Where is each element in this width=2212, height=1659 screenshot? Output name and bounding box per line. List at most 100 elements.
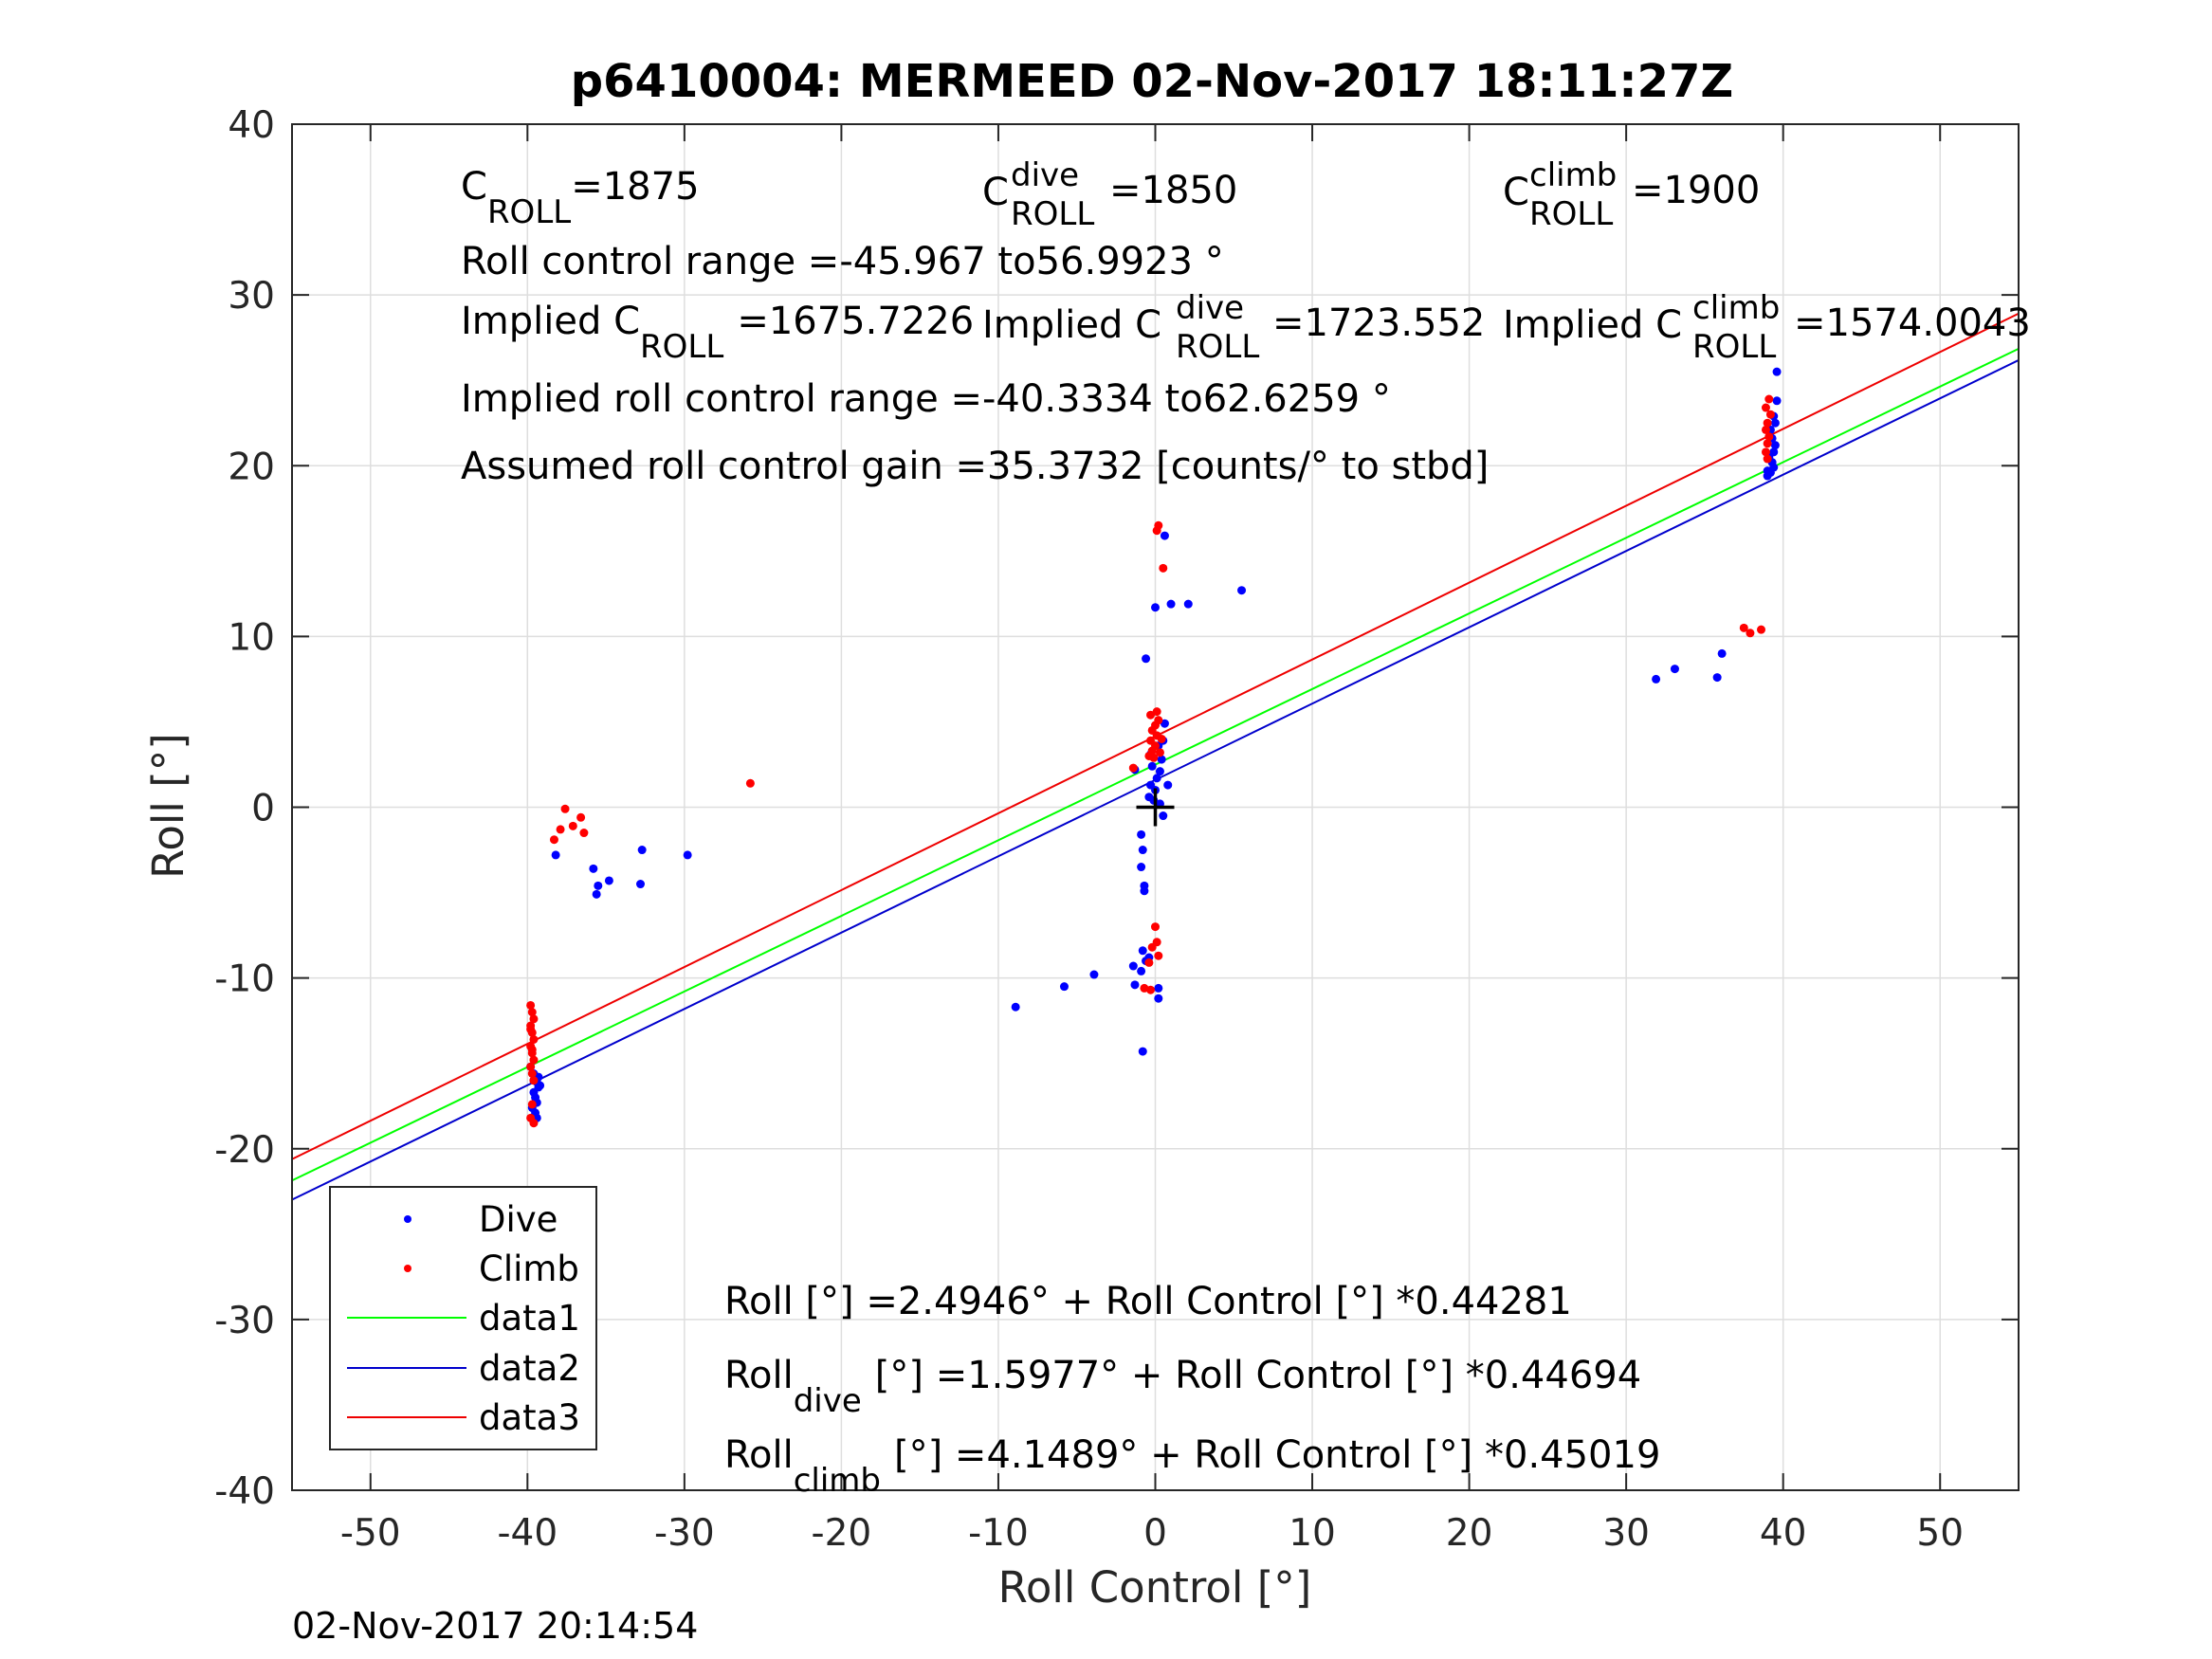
x-tick-label: -20 (812, 1512, 872, 1555)
dive-point (1151, 603, 1160, 612)
plot-timestamp: 02-Nov-2017 20:14:54 (292, 1605, 698, 1647)
assumed-roll-control-gain: Assumed roll control gain =35.3732 [coun… (461, 445, 1489, 488)
climb-point (568, 821, 577, 830)
dive-point (1154, 983, 1163, 993)
dive-point (1152, 774, 1161, 783)
dive-point (1147, 761, 1157, 771)
roll-control-range: Roll control range =-45.967 to56.9923 ° (461, 240, 1224, 283)
climb-point (549, 835, 558, 845)
svg-text:ROLL: ROLL (1176, 328, 1259, 366)
dive-point (1770, 441, 1780, 450)
x-tick-label: -10 (968, 1512, 1029, 1555)
y-tick-label: 20 (228, 446, 275, 488)
dive-point (1670, 665, 1679, 674)
origin-marker (1136, 788, 1175, 827)
legend-data1-label: data1 (479, 1298, 580, 1339)
climb-point (1154, 716, 1163, 725)
x-tick-label: -50 (340, 1512, 401, 1555)
dive-point (1011, 1002, 1020, 1012)
svg-text:=1723.552: =1723.552 (1272, 301, 1485, 345)
dive-point (1138, 846, 1147, 855)
dive-point (1137, 863, 1146, 872)
dive-point (1763, 466, 1772, 476)
implied-c-roll-climb: Implied C climb ROLL =1574.0043 (1503, 289, 2031, 366)
c-roll-climb-annotation: C climb ROLL =1900 (1503, 156, 1760, 233)
dive-point (1146, 780, 1156, 790)
dive-point (1130, 980, 1140, 990)
svg-text:Implied C: Implied C (1503, 303, 1682, 347)
legend-data3-label: data3 (479, 1397, 580, 1438)
implied-c-roll-dive: Implied C dive ROLL =1723.552 (982, 289, 1485, 366)
climb-point (1157, 734, 1166, 743)
equation-dive: Rolldive[°] =1.5977° + Roll Control [°] … (724, 1354, 1641, 1420)
climb-point (1763, 439, 1772, 448)
dive-point (592, 889, 601, 899)
climb-point (1147, 942, 1157, 952)
dive-point (536, 1081, 545, 1090)
climb-point (1761, 403, 1770, 412)
climb-point (527, 1068, 537, 1078)
svg-text:climb: climb (1529, 156, 1617, 194)
y-tick-label: 30 (228, 275, 275, 318)
dive-point (1137, 830, 1146, 839)
climb-point (529, 1034, 539, 1044)
legend-dive-label: Dive (479, 1199, 558, 1240)
climb-point (556, 825, 565, 834)
climb-point (560, 804, 570, 813)
y-tick-label: 10 (228, 616, 275, 659)
climb-point (1151, 922, 1160, 932)
climb-point (1128, 763, 1138, 773)
climb-point (1154, 951, 1163, 960)
climb-point (1757, 625, 1766, 634)
dive-point (683, 850, 692, 860)
dive-point (1159, 811, 1168, 821)
dive-point (1652, 674, 1661, 684)
dive-point (1772, 367, 1782, 376)
legend-data2-label: data2 (479, 1348, 580, 1389)
dive-point (636, 880, 646, 889)
dive-point (1160, 719, 1169, 728)
dive-point (637, 846, 647, 855)
climb-point (527, 1045, 537, 1054)
y-tick-label: 40 (228, 104, 275, 147)
svg-text:C: C (982, 171, 1009, 214)
dive-point (604, 876, 613, 885)
climb-point (576, 812, 586, 822)
dive-point (1142, 654, 1151, 664)
x-tick-label: 50 (1916, 1512, 1964, 1555)
dive-point (1770, 418, 1780, 428)
dive-point (1138, 1047, 1147, 1056)
climb-point (1739, 623, 1748, 632)
climb-point (1765, 410, 1775, 419)
y-tick-label: -30 (214, 1300, 275, 1342)
climb-point (527, 1100, 537, 1109)
climb-point (1763, 454, 1772, 464)
climb-point (1763, 418, 1772, 428)
dive-point (1157, 755, 1166, 764)
climb-point (529, 1055, 539, 1065)
x-tick-label: 20 (1446, 1512, 1493, 1555)
equation-climb: Rollclimb[°] =4.1489° + Roll Control [°]… (724, 1433, 1660, 1500)
svg-text:C: C (1503, 171, 1529, 214)
x-tick-label: -30 (654, 1512, 715, 1555)
climb-point (1146, 710, 1156, 720)
dive-point (1137, 966, 1146, 975)
climb-point (526, 1025, 536, 1034)
climb-point (1761, 447, 1770, 457)
svg-text:ROLL: ROLL (1529, 195, 1613, 233)
chart-title: p6410004: MERMEED 02-Nov-2017 18:11:27Z (571, 55, 1733, 108)
x-tick-label: 30 (1602, 1512, 1650, 1555)
y-tick-label: -40 (214, 1470, 275, 1513)
svg-text:dive: dive (1176, 289, 1244, 327)
climb-point (579, 829, 589, 838)
y-tick-label: -10 (214, 958, 275, 1001)
dive-point (1166, 599, 1176, 609)
dive-point (1059, 982, 1069, 992)
climb-point (1149, 753, 1159, 762)
c-roll-annotation: CROLL=1875 (461, 165, 700, 231)
dive-point (1183, 599, 1193, 609)
implied-c-roll: Implied CROLL=1675.7226 (461, 300, 974, 366)
implied-roll-control-range: Implied roll control range =-40.3334 to6… (461, 377, 1391, 421)
climb-point (1144, 957, 1154, 967)
